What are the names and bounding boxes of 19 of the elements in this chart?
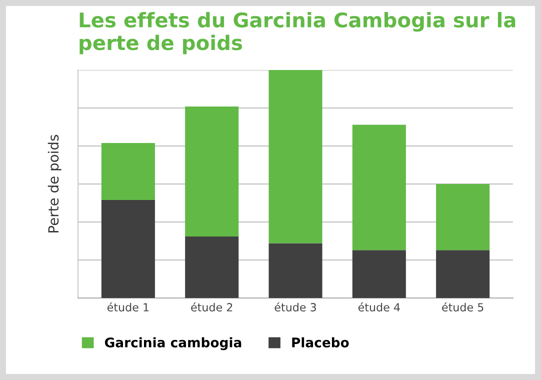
- bar: [101, 142, 155, 200]
- bar: [352, 250, 406, 298]
- bar: [101, 200, 155, 298]
- x-tick-label: étude 3: [274, 302, 316, 312]
- x-tick-label: étude 2: [191, 302, 232, 312]
- bar: [268, 70, 322, 244]
- y-axis-title: Perte de poids: [48, 134, 62, 232]
- chart-title: Les effets du Garcinia Cambogia sur la perte de poids: [80, 12, 516, 54]
- bar: [436, 184, 490, 250]
- x-tick-label: étude 1: [107, 302, 149, 312]
- bar: [185, 106, 239, 236]
- bar: [268, 243, 322, 298]
- x-tick-label: étude 5: [442, 302, 484, 312]
- legend-label: Garcinia cambogia: [104, 337, 242, 350]
- bar: [436, 250, 490, 298]
- legend-label: Placebo: [292, 337, 349, 348]
- bar: [185, 236, 239, 298]
- x-tick-label: étude 4: [358, 302, 400, 312]
- bar: [352, 124, 406, 250]
